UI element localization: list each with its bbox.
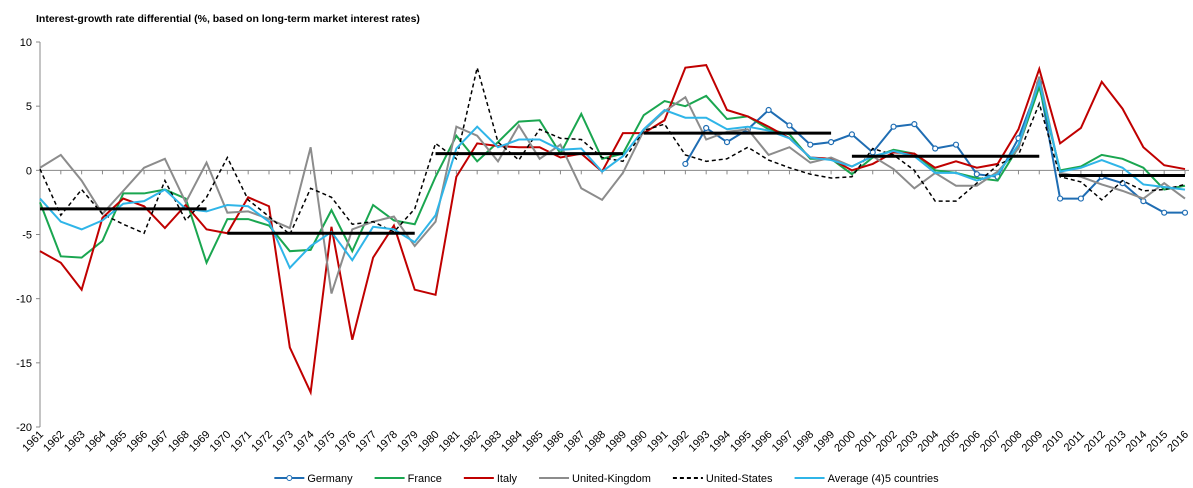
x-tick-label: 1981 <box>437 429 463 455</box>
legend-label: United-Kingdom <box>572 473 651 485</box>
x-tick-label: 2000 <box>832 429 858 455</box>
x-tick-label: 2004 <box>916 429 942 455</box>
x-tick-label: 2007 <box>978 429 1004 455</box>
x-tick-label: 2013 <box>1103 429 1129 455</box>
x-tick-label: 1972 <box>249 429 275 455</box>
point-marker <box>786 122 793 129</box>
x-tick-label: 2001 <box>853 429 879 455</box>
point-marker <box>952 141 960 148</box>
x-tick-label: 1976 <box>333 429 359 455</box>
x-tick-label: 1994 <box>707 429 733 455</box>
x-tick-label: 1978 <box>374 429 400 455</box>
x-tick-label: 1982 <box>458 429 484 455</box>
legend-label: United-States <box>706 473 773 485</box>
point-marker <box>973 171 980 178</box>
x-tick-label: 1969 <box>187 429 213 455</box>
x-tick-label: 2009 <box>1020 429 1046 455</box>
x-tick-label: 1996 <box>749 429 775 455</box>
y-tick-label: -10 <box>16 294 32 306</box>
point-marker <box>869 149 876 156</box>
x-tick-label: 1977 <box>353 429 379 455</box>
x-tick-label: 1985 <box>520 429 546 455</box>
y-tick-label: 0 <box>26 165 32 177</box>
legend: Germany France Italy United-Kingdom United-S… <box>274 473 939 485</box>
point-marker <box>827 139 835 146</box>
point-marker <box>765 106 772 114</box>
point-marker <box>1056 195 1064 202</box>
x-tick-label: 2005 <box>936 429 962 455</box>
point-marker <box>723 139 731 146</box>
x-tick-label: 1987 <box>562 429 588 455</box>
point-marker <box>1077 195 1085 202</box>
x-tick-label: 1971 <box>229 429 255 455</box>
chart-title: Interest-growth rate differential (%, ba… <box>36 13 420 25</box>
point-marker <box>848 131 856 138</box>
point-marker <box>890 123 897 130</box>
x-tick-label: 1963 <box>62 429 88 455</box>
point-marker <box>1161 209 1168 216</box>
y-tick-label: 10 <box>20 37 32 49</box>
x-tick-label: 2016 <box>1165 429 1191 455</box>
x-tick-label: 1983 <box>478 429 504 455</box>
y-tick-label: -20 <box>16 422 32 434</box>
point-marker <box>1181 209 1189 216</box>
x-tick-label: 1998 <box>791 429 817 455</box>
x-tick-label: 1990 <box>624 429 650 455</box>
x-tick-label: 1984 <box>499 429 525 455</box>
x-tick-label: 1989 <box>603 429 629 455</box>
point-marker <box>682 160 689 168</box>
x-tick-label: 1986 <box>541 429 567 455</box>
x-tick-label: 1991 <box>645 429 671 455</box>
legend-marker <box>286 475 293 481</box>
x-tick-label: 1962 <box>41 429 67 455</box>
x-tick-label: 2002 <box>874 429 900 455</box>
x-tick-label: 1992 <box>666 429 692 455</box>
point-marker <box>911 121 918 128</box>
x-tick-label: 1974 <box>291 429 317 455</box>
legend-label: France <box>408 473 442 485</box>
x-tick-label: 1970 <box>208 429 234 455</box>
series-line <box>39 76 1186 294</box>
x-tick-label: 1973 <box>270 429 296 455</box>
y-tick-label: 5 <box>26 101 32 113</box>
x-tick-label: 2003 <box>895 429 921 455</box>
x-tick-label: 1995 <box>728 429 754 455</box>
x-tick-label: 1968 <box>166 429 192 455</box>
x-tick-label: 1988 <box>582 429 608 455</box>
x-tick-label: 2014 <box>1124 429 1150 455</box>
x-tick-label: 2006 <box>957 429 983 455</box>
x-tick-label: 1997 <box>770 429 796 455</box>
legend-label: Italy <box>497 473 518 485</box>
x-tick-label: 2010 <box>1040 429 1066 455</box>
series-line <box>39 64 1186 396</box>
y-tick-label: -5 <box>22 230 32 242</box>
x-tick-label: 2008 <box>999 429 1025 455</box>
x-tick-label: 1966 <box>124 429 150 455</box>
x-tick-label: 2011 <box>1062 429 1087 454</box>
point-marker <box>932 145 939 152</box>
x-tick-label: 1979 <box>395 429 421 455</box>
point-marker <box>703 124 710 132</box>
legend-label: Germany <box>307 473 353 485</box>
y-tick-label: -15 <box>16 358 32 370</box>
x-tick-label: 2012 <box>1082 429 1108 455</box>
series-line <box>39 78 1186 270</box>
x-tick-label: 1967 <box>145 429 171 455</box>
x-tick-label: 1999 <box>811 429 837 455</box>
legend-label: Average (4)5 countries <box>828 473 940 485</box>
x-tick-label: 1964 <box>83 429 109 455</box>
x-tick-label: 2015 <box>1145 429 1171 455</box>
x-tick-label: 1980 <box>416 429 442 455</box>
x-tick-label: 1965 <box>104 429 130 455</box>
x-tick-label: 1993 <box>687 429 713 455</box>
point-marker <box>807 141 814 148</box>
series-line <box>39 83 1186 266</box>
x-tick-label: 1975 <box>312 429 338 455</box>
